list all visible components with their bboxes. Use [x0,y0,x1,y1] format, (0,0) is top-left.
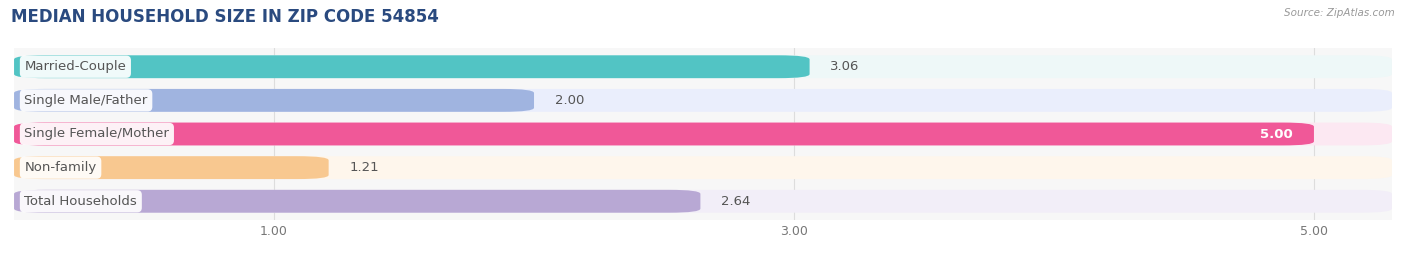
Text: 5.00: 5.00 [1260,128,1294,140]
FancyBboxPatch shape [14,190,700,213]
Text: Single Male/Father: Single Male/Father [24,94,148,107]
Text: MEDIAN HOUSEHOLD SIZE IN ZIP CODE 54854: MEDIAN HOUSEHOLD SIZE IN ZIP CODE 54854 [11,8,439,26]
Text: Total Households: Total Households [24,195,138,208]
Text: Single Female/Mother: Single Female/Mother [24,128,169,140]
FancyBboxPatch shape [14,156,1392,179]
Text: 2.00: 2.00 [555,94,583,107]
Text: Non-family: Non-family [24,161,97,174]
Text: 1.21: 1.21 [350,161,380,174]
FancyBboxPatch shape [14,89,534,112]
FancyBboxPatch shape [14,122,1315,146]
FancyBboxPatch shape [14,55,810,78]
Text: 2.64: 2.64 [721,195,751,208]
FancyBboxPatch shape [14,55,1392,78]
Text: Source: ZipAtlas.com: Source: ZipAtlas.com [1284,8,1395,18]
FancyBboxPatch shape [14,89,1392,112]
Text: Married-Couple: Married-Couple [24,60,127,73]
FancyBboxPatch shape [14,156,329,179]
FancyBboxPatch shape [14,122,1392,146]
Text: 3.06: 3.06 [831,60,859,73]
FancyBboxPatch shape [14,190,1392,213]
